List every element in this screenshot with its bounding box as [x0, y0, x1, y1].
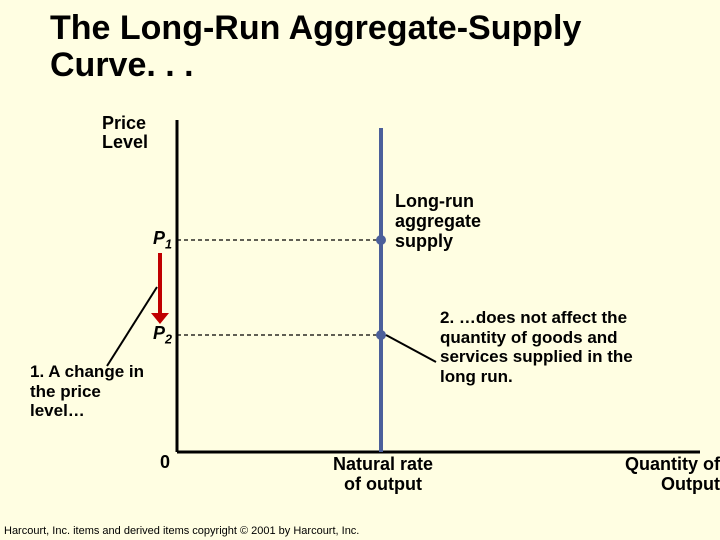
- copyright-text: Harcourt, Inc. items and derived items c…: [4, 525, 359, 537]
- lras-label: Long-runaggregatesupply: [395, 192, 525, 251]
- x-axis-label: Quantity ofOutput: [590, 455, 720, 495]
- natural-rate-label: Natural rateof output: [288, 455, 478, 495]
- p1-label: P1: [120, 228, 172, 252]
- annotation-2: 2. …does not affect the quantity of good…: [440, 308, 650, 386]
- y-axis-label: PriceLevel: [102, 114, 192, 152]
- slide: The Long-Run Aggregate-Supply Curve. . .…: [0, 0, 720, 540]
- origin-label: 0: [160, 452, 170, 473]
- annotation-1: 1. A change in the price level…: [30, 362, 160, 421]
- p2-label: P2: [120, 323, 172, 347]
